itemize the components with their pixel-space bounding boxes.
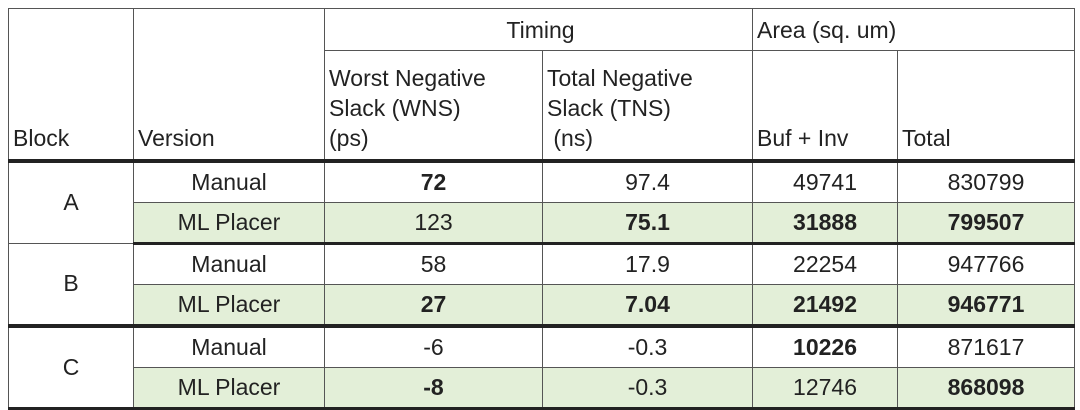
version-cell: Manual bbox=[133, 242, 325, 285]
header-timing: Timing bbox=[323, 8, 754, 51]
header-version: Version bbox=[133, 8, 325, 163]
block-cell: C bbox=[8, 323, 134, 410]
buf-inv-cell: 49741 bbox=[752, 160, 899, 203]
header-wns-line3: (ps) bbox=[329, 124, 369, 151]
wns-cell: -6 bbox=[324, 323, 543, 368]
header-total: Total bbox=[897, 50, 1076, 163]
wns-cell: 27 bbox=[324, 283, 543, 327]
total-cell: 947766 bbox=[897, 242, 1076, 285]
table-row: ML Placer -8 -0.3 12746 868098 bbox=[9, 366, 1076, 410]
table-row: ML Placer 123 75.1 31888 799507 bbox=[9, 201, 1076, 245]
header-tns-line2: Slack (TNS) bbox=[547, 94, 671, 121]
wns-cell: -8 bbox=[324, 366, 543, 410]
block-cell: B bbox=[8, 242, 134, 327]
header-wns-line1: Worst Negative bbox=[329, 64, 486, 91]
header-tns-line3: (ns) bbox=[547, 124, 593, 151]
header-block: Block bbox=[8, 8, 134, 163]
buf-inv-cell: 22254 bbox=[752, 242, 899, 285]
header-row-groups: Block Version Timing Area (sq. um) bbox=[8, 8, 1076, 163]
tns-cell: 7.04 bbox=[541, 283, 754, 327]
total-cell: 830799 bbox=[897, 160, 1076, 203]
wns-cell: 123 bbox=[324, 201, 543, 245]
buf-inv-cell: 10226 bbox=[752, 323, 899, 368]
version-cell: ML Placer bbox=[133, 283, 325, 327]
total-cell: 799507 bbox=[897, 201, 1076, 245]
version-cell: Manual bbox=[133, 160, 325, 203]
tns-cell: 97.4 bbox=[541, 160, 754, 203]
tns-cell: 75.1 bbox=[541, 201, 754, 245]
total-cell: 946771 bbox=[897, 283, 1076, 327]
header-tns-line1: Total Negative bbox=[547, 64, 693, 91]
tns-cell: 17.9 bbox=[541, 242, 754, 285]
header-row-columns: Worst Negative Slack (WNS) (ps) Total Ne… bbox=[9, 50, 1076, 163]
tns-cell: -0.3 bbox=[541, 323, 754, 368]
table-row: A Manual 72 97.4 49741 830799 bbox=[8, 160, 1076, 244]
total-cell: 871617 bbox=[897, 323, 1076, 368]
buf-inv-cell: 31888 bbox=[752, 201, 899, 245]
version-cell: ML Placer bbox=[133, 201, 325, 245]
total-cell: 868098 bbox=[897, 366, 1076, 410]
table-row: C Manual -6 -0.3 10226 871617 bbox=[8, 323, 1076, 410]
table-row: B Manual 58 17.9 22254 947766 bbox=[8, 242, 1076, 327]
block-cell: A bbox=[8, 160, 134, 244]
header-area: Area (sq. um) bbox=[752, 8, 1076, 51]
wns-cell: 58 bbox=[324, 242, 543, 285]
wns-cell: 72 bbox=[324, 160, 543, 203]
results-table: Block Version Timing Area (sq. um) Worst… bbox=[8, 8, 1076, 410]
buf-inv-cell: 12746 bbox=[752, 366, 899, 410]
header-tns: Total Negative Slack (TNS) (ns) bbox=[541, 50, 754, 163]
buf-inv-cell: 21492 bbox=[752, 283, 899, 327]
header-buf-inv: Buf + Inv bbox=[752, 50, 899, 163]
version-cell: Manual bbox=[133, 323, 325, 368]
tns-cell: -0.3 bbox=[541, 366, 754, 410]
version-cell: ML Placer bbox=[133, 366, 325, 410]
header-wns-line2: Slack (WNS) bbox=[329, 94, 461, 121]
header-wns: Worst Negative Slack (WNS) (ps) bbox=[324, 50, 543, 163]
table-row: ML Placer 27 7.04 21492 946771 bbox=[9, 283, 1076, 327]
